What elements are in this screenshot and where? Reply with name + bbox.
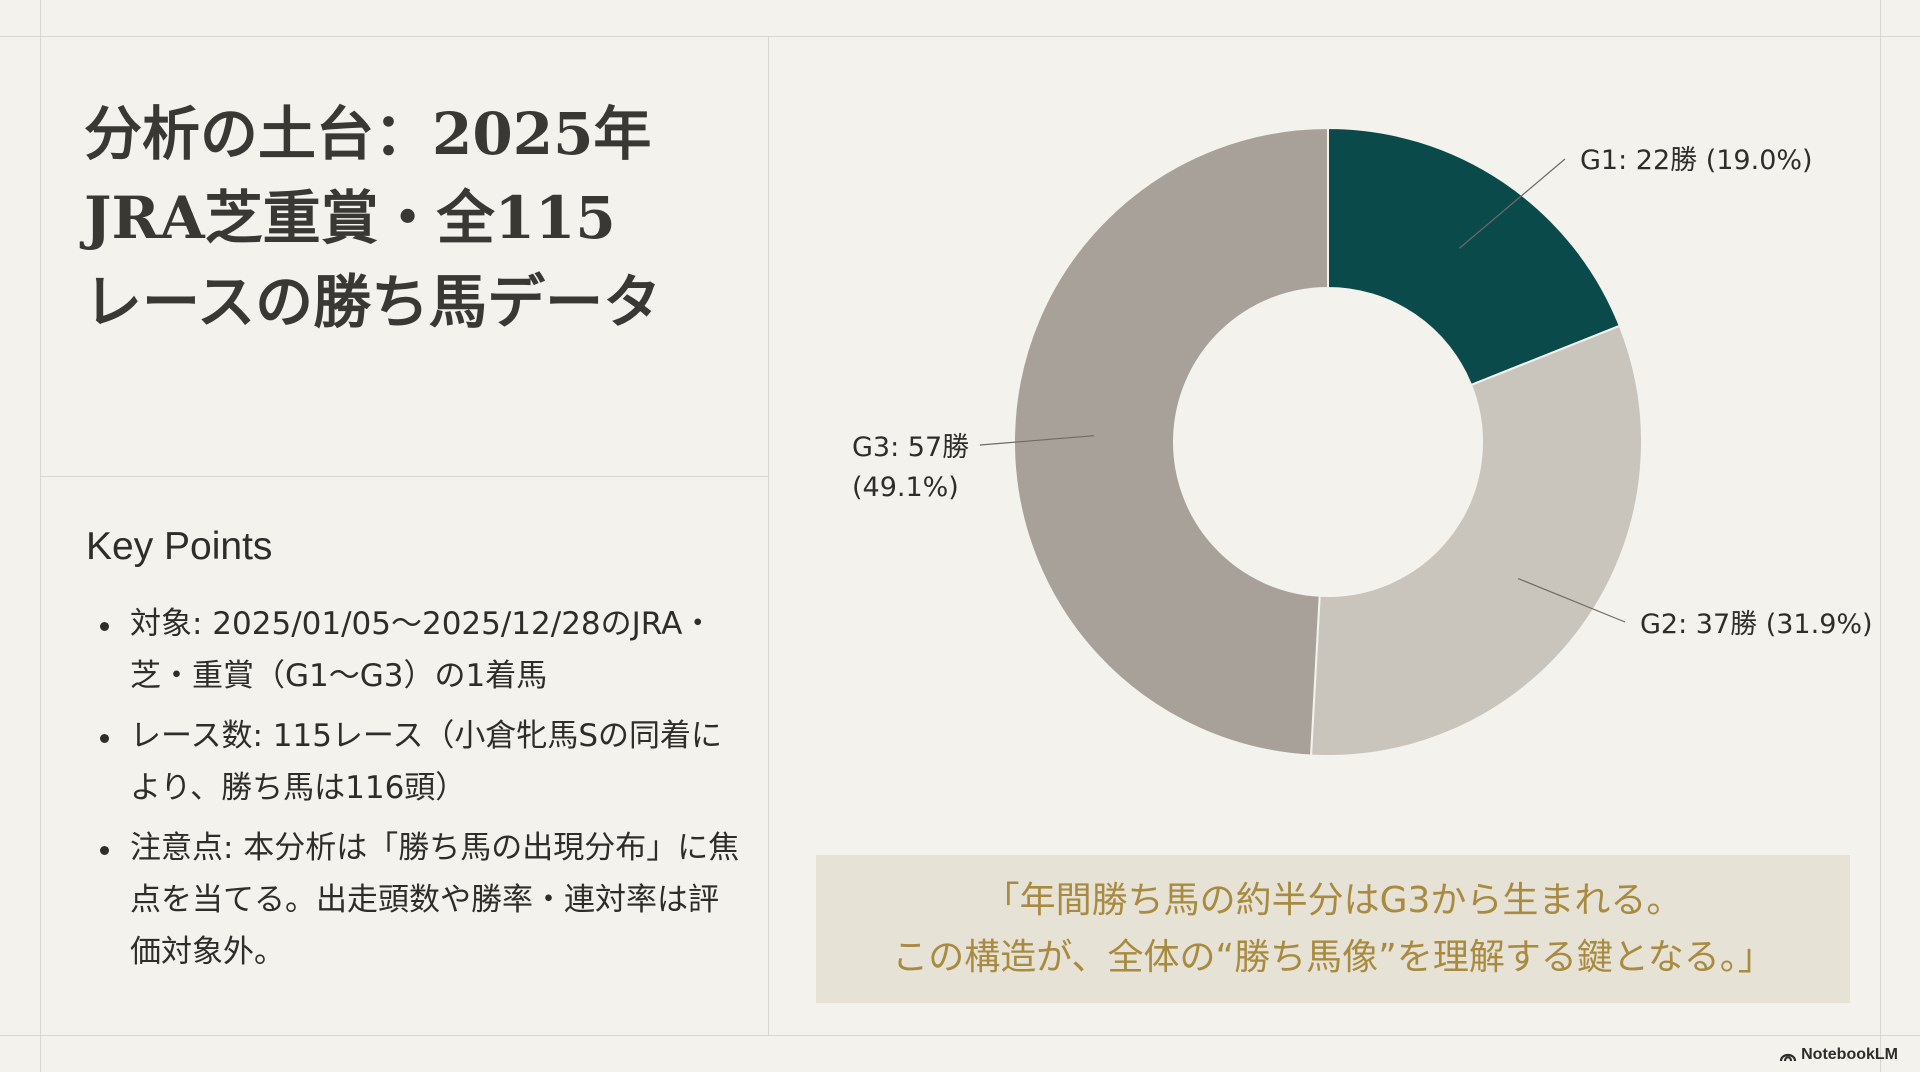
quote-line-2: この構造が、全体の“勝ち馬像”を理解する鍵となる。」 [892, 937, 1774, 978]
grid-line-bottom [0, 1035, 1920, 1036]
g3-percent-label: (49.1%) [852, 472, 959, 503]
leader-line-g3 [979, 435, 1095, 446]
notebooklm-logo-icon [1780, 1053, 1797, 1062]
slice-g3 [1013, 126, 1329, 757]
title-line-2: JRA芝重賞・全115 [84, 184, 616, 252]
panel-divider [768, 36, 769, 1035]
leader-line-g2 [1517, 577, 1626, 623]
key-point-item: 注意点: 本分析は「勝ち馬の出現分布」に焦点を当てる。出走頭数や勝率・連対率は評… [86, 822, 746, 978]
key-point-item: 対象: 2025/01/05〜2025/12/28のJRA・芝・重賞（G1〜G3… [86, 598, 746, 702]
page-title: 分析の土台：2025年 JRA芝重賞・全115 レースの勝ち馬データ [84, 92, 724, 344]
chart-slices [1013, 126, 1643, 757]
title-divider [40, 476, 768, 477]
key-point-item: レース数: 115レース（小倉牝馬Sの同着により、勝ち馬は116頭） [86, 710, 746, 814]
key-points-list: 対象: 2025/01/05〜2025/12/28のJRA・芝・重賞（G1〜G3… [86, 598, 746, 986]
leader-line-g1 [1458, 158, 1566, 249]
quote-box: 「年間勝ち馬の約半分はG3から生まれる。 この構造が、全体の“勝ち馬像”を理解す… [816, 855, 1850, 1003]
g3-label: G3: 57勝 [852, 432, 969, 463]
title-line-1: 分析の土台：2025年 [84, 100, 652, 168]
grid-line-left [40, 0, 41, 1072]
quote-text: 「年間勝ち馬の約半分はG3から生まれる。 この構造が、全体の“勝ち馬像”を理解す… [892, 872, 1774, 986]
brand-mark: NotebookLM [1779, 1046, 1898, 1064]
grid-line-right [1880, 0, 1881, 1072]
quote-line-1: 「年間勝ち馬の約半分はG3から生まれる。 [983, 880, 1683, 921]
grid-line-top [0, 36, 1920, 37]
slice-g1 [1327, 126, 1621, 387]
brand-name: NotebookLM [1801, 1046, 1898, 1063]
slice-g2 [1309, 324, 1643, 757]
g2-label: G2: 37勝 (31.9%) [1640, 609, 1873, 640]
title-line-3: レースの勝ち馬データ [84, 268, 662, 336]
chart-leader-lines [979, 158, 1626, 623]
donut-chart: G1: 22勝 (19.0%) G2: 37勝 (31.9%) G3: 57勝 … [852, 126, 1873, 757]
key-points-heading: Key Points [86, 525, 273, 568]
g1-label: G1: 22勝 (19.0%) [1580, 145, 1813, 176]
